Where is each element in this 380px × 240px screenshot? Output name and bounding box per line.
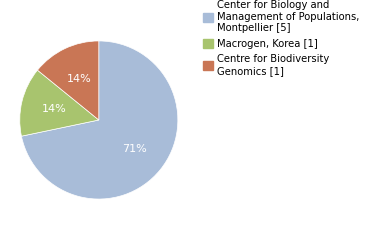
Text: 14%: 14% [67, 74, 92, 84]
Legend: Center for Biology and
Management of Populations,
Montpellier [5], Macrogen, Kor: Center for Biology and Management of Pop… [203, 0, 359, 76]
Text: 71%: 71% [122, 144, 147, 154]
Text: 14%: 14% [42, 104, 66, 114]
Wedge shape [38, 41, 99, 120]
Wedge shape [21, 41, 178, 199]
Wedge shape [20, 70, 99, 136]
